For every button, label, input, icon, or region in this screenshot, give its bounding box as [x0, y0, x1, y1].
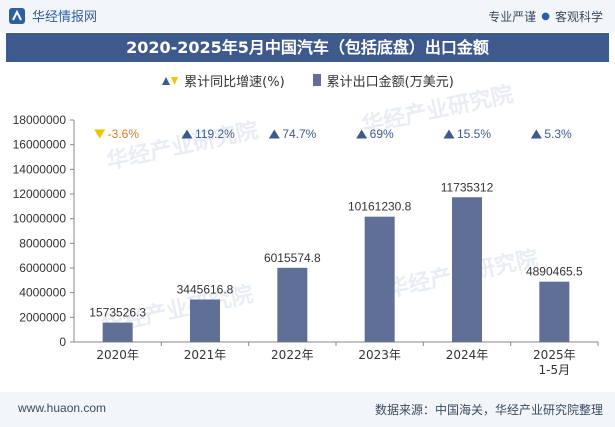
growth-label: 15.5%: [457, 127, 491, 141]
x-tick-label: 2022年: [271, 348, 314, 362]
y-tick-label: 8000000: [19, 236, 66, 250]
bar-value-label: 4890465.5: [526, 265, 583, 279]
bar: [190, 299, 220, 342]
legend-triangle-icon: [162, 77, 179, 85]
brand[interactable]: 华经情报网: [8, 6, 97, 25]
growth-label: 69%: [370, 127, 394, 141]
bar-value-label: 6015574.8: [264, 251, 321, 265]
x-tick-label: 2021年: [184, 348, 227, 362]
x-tick-label: 2023年: [358, 348, 401, 362]
x-tick-label: 2020年: [96, 348, 139, 362]
bar: [364, 216, 395, 342]
brand-logo-icon: [9, 7, 25, 24]
growth-up-triangle: [530, 129, 542, 139]
legend-label-amount: 累计出口金额(万美元): [326, 74, 454, 90]
brand-name: 华经情报网: [32, 10, 98, 25]
tagline-dot-icon: ●: [541, 11, 550, 22]
growth-label: -3.6%: [108, 127, 140, 141]
bar: [452, 197, 482, 342]
y-tick-label: 12000000: [13, 187, 67, 201]
tagline-left: 专业严谨: [488, 10, 537, 24]
tagline: 专业严谨 ● 客观科学: [488, 8, 603, 25]
growth-up-triangle: [443, 129, 455, 139]
legend-item-growth[interactable]: 累计同比增速(%): [161, 71, 285, 90]
growth-down-triangle: [94, 129, 106, 139]
y-tick-label: 2000000: [19, 310, 66, 324]
bar: [102, 322, 133, 342]
legend-item-amount[interactable]: 累计出口金额(万美元): [312, 71, 454, 90]
y-tick-label: 16000000: [13, 138, 67, 152]
bar: [277, 267, 308, 342]
y-tick-label: 18000000: [13, 113, 67, 127]
y-tick-label: 14000000: [13, 162, 67, 176]
y-tick-label: 10000000: [13, 212, 67, 226]
bar: [539, 281, 570, 342]
footer-bar: www.huaon.com 数据来源：中国海关，华经产业研究院整理: [0, 392, 615, 427]
growth-up-triangle: [268, 129, 280, 139]
x-tick-label: 2024年: [446, 348, 489, 362]
legend-bar-swatch: [312, 74, 321, 86]
footer-source: 数据来源：中国海关，华经产业研究院整理: [374, 403, 603, 417]
chart-title: 2020-2025年5月中国汽车（包括底盘）出口金额: [126, 38, 489, 57]
legend-label-growth: 累计同比增速(%): [184, 74, 285, 90]
y-tick-label: 0: [59, 335, 66, 349]
y-tick-label: 6000000: [19, 261, 66, 275]
growth-label: 119.2%: [195, 127, 235, 141]
bar-value-label: 10161230.8: [348, 200, 412, 214]
legend: 累计同比增速(%) 累计出口金额(万美元): [0, 70, 615, 90]
growth-up-triangle: [181, 129, 193, 139]
title-bar: 2020-2025年5月中国汽车（包括底盘）出口金额: [6, 33, 609, 62]
growth-up-triangle: [356, 129, 368, 139]
tagline-right: 客观科学: [554, 10, 603, 24]
header-bar: 华经情报网 专业严谨 ● 客观科学: [0, 0, 615, 32]
bar-value-label: 3445616.8: [177, 283, 234, 297]
growth-label: 74.7%: [282, 127, 316, 141]
bar-value-label: 11735312: [441, 180, 494, 194]
x-tick-label: 2025年 1-5月: [533, 348, 576, 377]
bar-value-label: 1573526.3: [89, 306, 146, 320]
footer-website[interactable]: www.huaon.com: [18, 401, 107, 415]
y-tick-label: 4000000: [19, 286, 66, 300]
growth-label: 5.3%: [544, 127, 572, 141]
